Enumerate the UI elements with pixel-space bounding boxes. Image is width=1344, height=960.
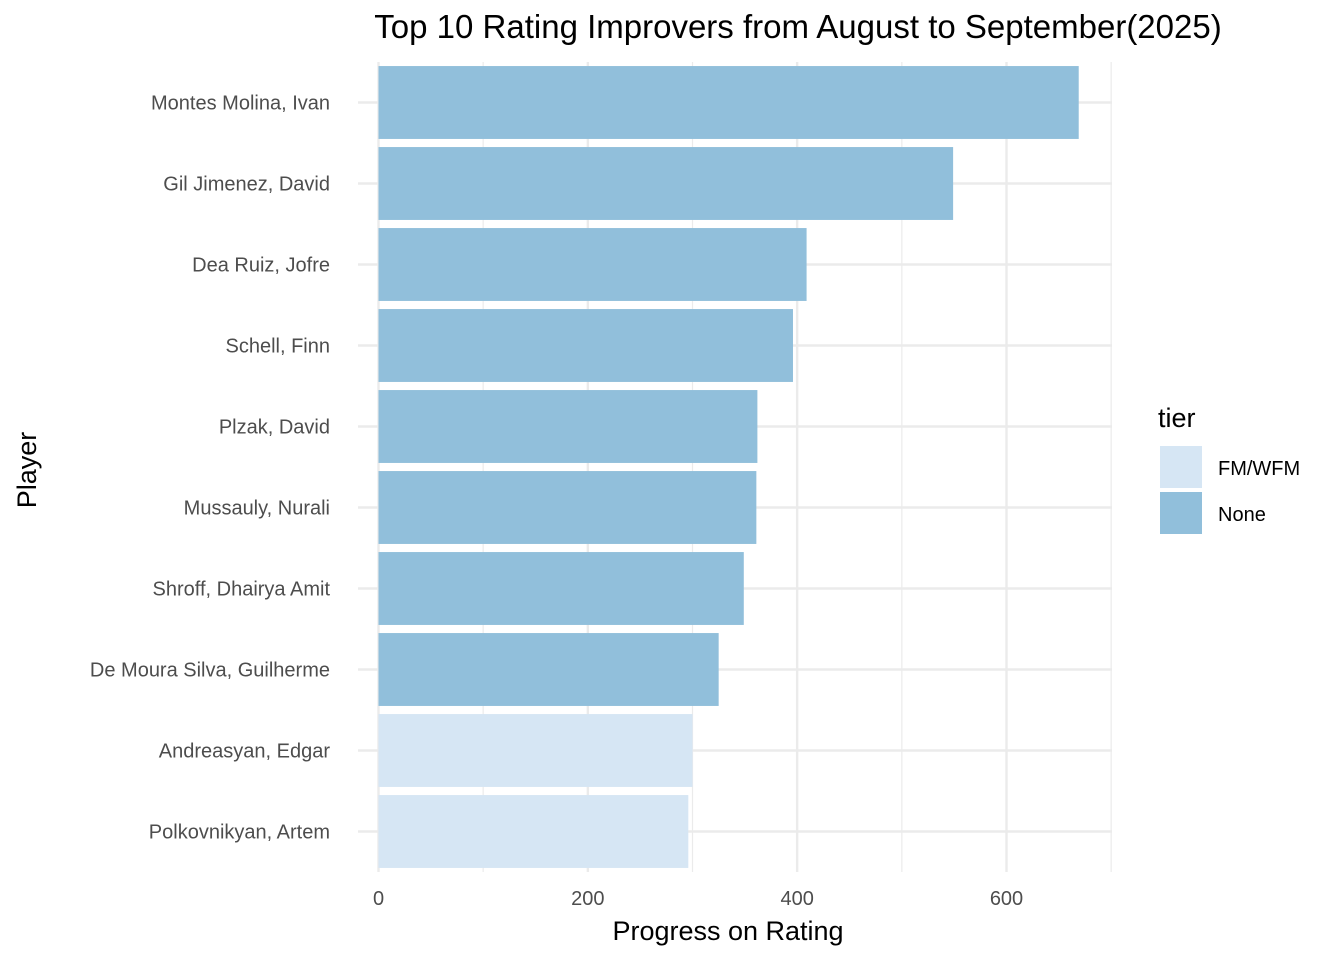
bar bbox=[378, 714, 693, 787]
bar bbox=[378, 633, 719, 706]
chart-title: Top 10 Rating Improvers from August to S… bbox=[374, 8, 1222, 45]
y-tick-label: Plzak, David bbox=[219, 417, 330, 439]
bar bbox=[378, 390, 758, 463]
legend-title: tier bbox=[1158, 403, 1196, 433]
x-tick-label: 400 bbox=[780, 888, 813, 910]
bar bbox=[378, 228, 807, 301]
bar bbox=[378, 552, 744, 625]
legend-swatch bbox=[1160, 492, 1202, 534]
y-tick-label: Dea Ruiz, Jofre bbox=[192, 255, 330, 277]
y-tick-label: Schell, Finn bbox=[226, 336, 331, 358]
bar bbox=[378, 147, 954, 220]
bars bbox=[378, 66, 1079, 868]
y-axis-title: Player bbox=[12, 432, 42, 509]
y-tick-label: Andreasyan, Edgar bbox=[159, 741, 331, 763]
legend: tier FM/WFM None bbox=[1158, 403, 1300, 534]
y-tick-label: Montes Molina, Ivan bbox=[151, 93, 330, 115]
bar bbox=[378, 66, 1079, 139]
y-tick-label: Polkovnikyan, Artem bbox=[149, 822, 330, 844]
bar bbox=[378, 471, 757, 544]
legend-swatch bbox=[1160, 446, 1202, 488]
y-tick-label: Gil Jimenez, David bbox=[163, 174, 330, 196]
x-tick-labels: 0 200 400 600 bbox=[373, 888, 1023, 910]
x-tick-label: 200 bbox=[571, 888, 604, 910]
y-tick-label: Shroff, Dhairya Amit bbox=[153, 579, 331, 601]
legend-label: FM/WFM bbox=[1218, 458, 1300, 480]
x-tick-label: 0 bbox=[373, 888, 384, 910]
x-axis-title: Progress on Rating bbox=[612, 916, 843, 946]
legend-label: None bbox=[1218, 504, 1266, 526]
y-tick-label: Mussauly, Nurali bbox=[184, 498, 330, 520]
bar bbox=[378, 309, 793, 382]
y-tick-label: De Moura Silva, Guilherme bbox=[90, 660, 330, 682]
bar bbox=[378, 795, 689, 868]
x-tick-label: 600 bbox=[990, 888, 1023, 910]
y-tick-labels: Montes Molina, Ivan Gil Jimenez, David Dea… bbox=[90, 93, 331, 844]
